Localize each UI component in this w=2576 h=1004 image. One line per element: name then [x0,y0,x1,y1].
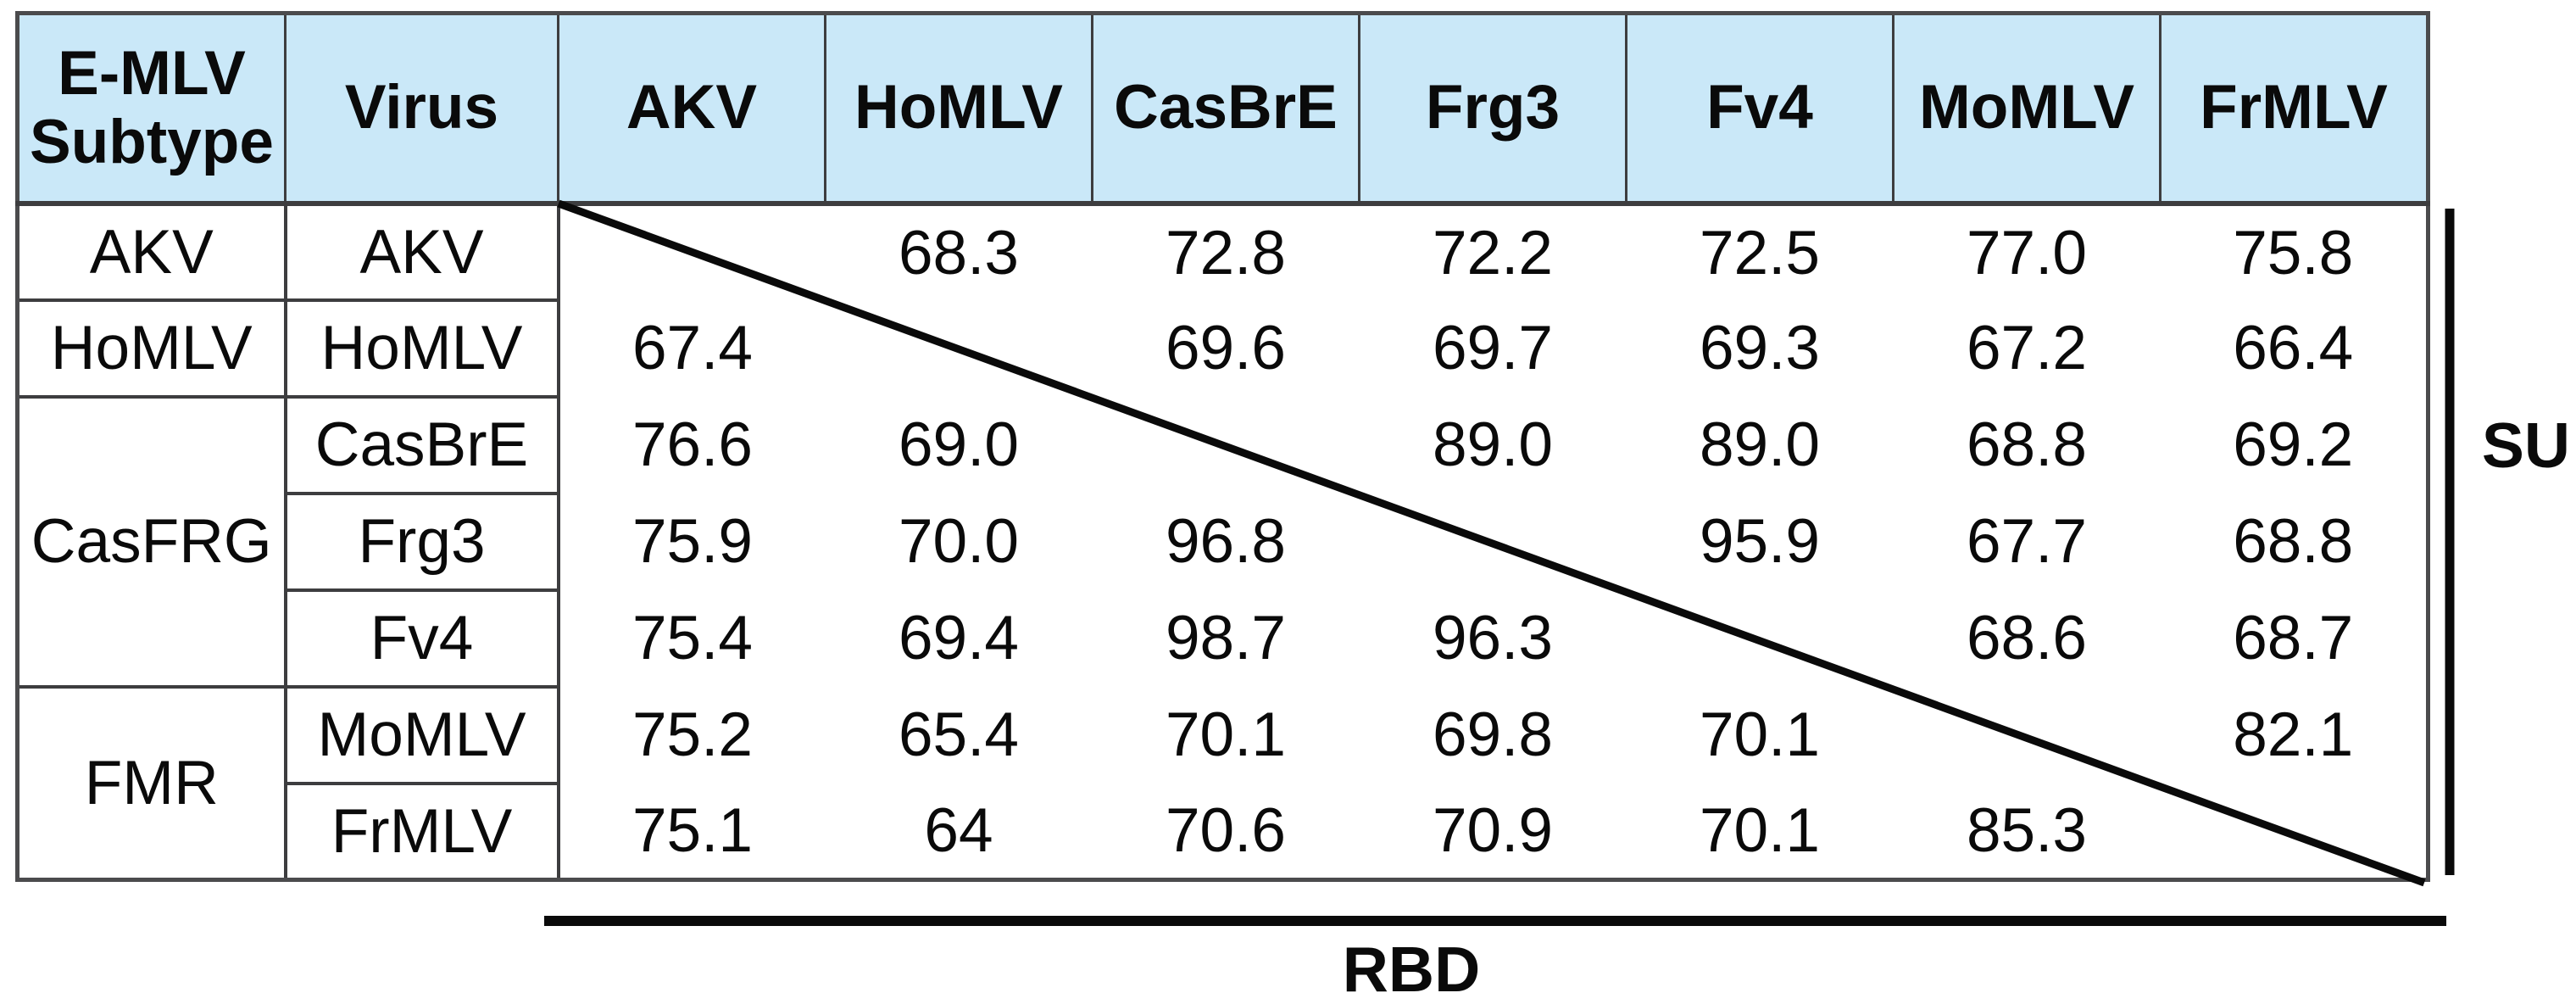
identity-value-cell: 75.8 [2233,218,2354,287]
identity-value-cell [1360,494,1627,590]
identity-value-cell: 69.6 [1165,314,1287,382]
table-row-casbre: CasFRG CasBrE 76.6 69.0 89.0 89.0 68.8 6… [15,394,2429,689]
identity-value-cell: 89.0 [1699,410,1821,479]
table-row-frg3: Frg3 75.9 70.0 96.8 95.9 67.7 68.8 [18,491,2429,592]
virus-header-cell: Virus [284,12,559,206]
subtype-group-cell: CasFRG [15,394,287,689]
identity-value-cell: 68.6 [1966,604,2088,672]
identity-value-cell: 77.0 [1966,218,2088,287]
identity-value-cell: 64 [924,795,993,865]
virus-row-label: Frg3 [283,491,560,592]
identity-value-cell [1894,687,2161,784]
identity-value-cell [2161,784,2429,880]
identity-value-cell: 68.7 [2233,604,2354,672]
identity-value-cell: 69.3 [1699,314,1821,382]
identity-value-cell: 70.9 [1432,795,1554,865]
identity-matrix-table: E-MLV Subtype Virus AKV HoMLV CasBrE Frg… [15,11,2430,882]
virus-row-label: CasBrE [283,394,560,495]
table-row-homlv: HoMLV HoMLV 67.4 69.6 69.7 69.3 67.2 66.… [15,298,2429,399]
identity-value-cell: 85.3 [1966,795,2088,865]
subtype-group-cell: AKV [15,201,287,302]
identity-value-cell: 70.1 [1165,700,1287,769]
identity-value-cell: 76.6 [631,410,754,479]
identity-value-cell: 75.2 [631,700,754,769]
identity-value-cell [826,300,1093,397]
virus-row-label: Fv4 [283,588,560,689]
identity-value-cell: 95.9 [1699,507,1821,576]
corner-header-cell: E-MLV Subtype [16,12,287,206]
header-row: E-MLV Subtype Virus AKV HoMLV CasBrE Frg… [16,12,2429,206]
identity-value-cell: 67.7 [1966,507,2088,576]
identity-value-cell: 69.2 [2233,410,2354,479]
rbd-axis-label: RBD [1342,934,1481,1004]
identity-value-cell [559,204,826,300]
identity-value-cell: 89.0 [1432,410,1554,479]
identity-value-cell: 70.1 [1699,795,1821,865]
identity-value-cell: 72.8 [1165,218,1287,287]
virus-row-label: HoMLV [283,298,560,399]
identity-value-cell: 68.3 [898,218,1020,287]
subtype-group-cell: FMR [15,684,287,882]
identity-value-cell: 96.3 [1432,604,1554,672]
identity-value-cell: 72.2 [1432,218,1554,287]
table-row-akv: AKV AKV 68.3 72.8 72.2 72.5 77.0 75.8 [15,201,2429,302]
virus-row-label: AKV [283,201,560,302]
identity-value-cell: 68.8 [2233,507,2354,576]
identity-value-cell: 75.9 [631,507,754,576]
column-header-casbre: CasBrE [1091,12,1360,206]
corner-header-line2: Subtype [30,108,274,177]
identity-value-cell: 82.1 [2233,700,2354,769]
identity-value-cell: 69.8 [1432,700,1554,769]
identity-value-cell: 69.0 [898,410,1020,479]
table-row-frmlv: FrMLV 75.1 64 70.6 70.9 70.1 85.3 [18,781,2429,882]
virus-row-label: MoMLV [283,684,560,785]
identity-value-cell: 67.2 [1966,314,2088,382]
identity-value-cell: 66.4 [2233,314,2354,382]
identity-value-cell: 70.0 [898,507,1020,576]
identity-value-cell: 98.7 [1165,604,1287,672]
identity-value-cell: 69.4 [898,604,1020,672]
identity-value-cell: 70.1 [1699,700,1821,769]
column-header-frg3: Frg3 [1358,12,1627,206]
column-header-momlv: MoMLV [1892,12,2162,206]
identity-value-cell [1627,590,1894,687]
identity-value-cell: 65.4 [898,700,1020,769]
identity-value-cell: 69.7 [1432,314,1554,382]
identity-value-cell: 96.8 [1165,507,1287,576]
column-header-akv: AKV [557,12,826,206]
table-row-fv4: Fv4 75.4 69.4 98.7 96.3 68.6 68.7 [18,588,2429,689]
identity-value-cell: 68.8 [1966,410,2088,479]
identity-value-cell [1093,397,1360,494]
identity-value-cell: 75.4 [631,604,754,672]
su-axis-label: SU [2481,410,2571,481]
subtype-group-cell: HoMLV [15,298,287,399]
virus-row-label: FrMLV [283,781,560,882]
identity-value-cell: 75.1 [631,795,754,865]
identity-value-cell: 70.6 [1165,795,1287,865]
corner-header-line1: E-MLV [58,38,246,108]
column-header-homlv: HoMLV [824,12,1093,206]
identity-value-cell: 72.5 [1699,218,1821,287]
column-header-frmlv: FrMLV [2159,12,2429,206]
identity-value-cell: 67.4 [631,314,754,382]
table-row-momlv: FMR MoMLV 75.2 65.4 70.1 69.8 70.1 82.1 [15,684,2429,882]
column-header-fv4: Fv4 [1625,12,1894,206]
